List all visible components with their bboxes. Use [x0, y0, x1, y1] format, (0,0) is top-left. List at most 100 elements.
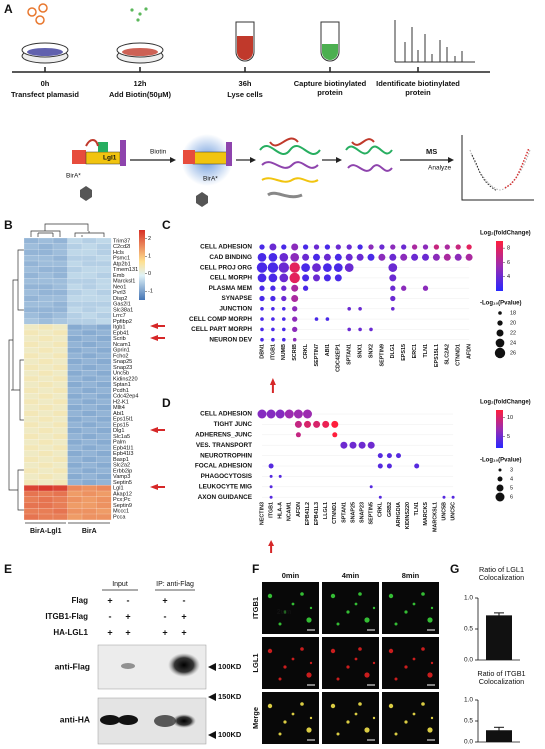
heatmap-cell — [52, 341, 68, 348]
dot — [451, 495, 455, 499]
heatmap-cell — [52, 508, 68, 515]
heatmap-cell — [81, 398, 97, 406]
spot — [354, 712, 358, 716]
dot — [465, 253, 473, 261]
dot — [268, 252, 278, 262]
heatmap-cell — [38, 427, 54, 434]
spot — [283, 665, 287, 669]
heatmap-cell — [81, 462, 97, 469]
sign: - — [127, 595, 130, 605]
legend-tick-label: 10 — [507, 415, 513, 421]
row-label: Fcho2 — [113, 353, 129, 359]
heatmap-cell — [52, 393, 68, 400]
spot — [354, 657, 358, 661]
spot — [291, 602, 295, 606]
heatmap-cell — [38, 352, 54, 360]
spot — [278, 677, 282, 681]
heatmap-cell — [52, 364, 68, 371]
heatmap-cell — [38, 335, 54, 342]
heatmap-cell — [38, 485, 54, 492]
heatmap-cell — [52, 513, 68, 521]
heatmap-cell — [81, 364, 97, 371]
row-label: Snap25 — [113, 359, 132, 365]
heatmap-cell — [67, 295, 83, 302]
gene-label: CDC42EP1 — [336, 344, 342, 372]
heatmap-cell — [96, 404, 112, 411]
dot — [284, 409, 294, 419]
heatmap-cell — [96, 416, 112, 423]
dot — [279, 273, 289, 283]
dot — [313, 420, 321, 428]
dot — [390, 285, 396, 291]
dot — [377, 453, 383, 459]
dot — [295, 432, 301, 438]
dot — [314, 317, 319, 321]
gene-label: SEPTIN9 — [379, 344, 385, 366]
heatmap-cell — [81, 375, 97, 383]
gene-label: ARHGDIA — [396, 502, 402, 527]
term-label: CELL MORPH — [210, 275, 253, 282]
legend-size-dot — [497, 320, 503, 326]
dot — [401, 244, 407, 250]
heatmap-cell — [96, 456, 112, 463]
heatmap-cell — [38, 237, 54, 245]
heatmap-cell — [38, 462, 54, 469]
heatmap-cell — [23, 508, 39, 515]
heatmap-cell — [67, 249, 83, 256]
spot — [430, 716, 434, 720]
heatmap-cell — [67, 416, 83, 423]
heatmap-cell — [81, 255, 97, 262]
y-tick-label: 1.0 — [464, 595, 473, 602]
heatmap-cell — [52, 404, 68, 411]
heatmap-cell — [67, 341, 83, 348]
micrograph — [262, 637, 319, 689]
heatmap-cell — [52, 243, 68, 250]
dot — [335, 244, 341, 250]
legend-title: -Log₁₀(Pvalue) — [480, 301, 522, 307]
heatmap-cell — [38, 243, 54, 250]
time-label: 0h — [41, 79, 50, 88]
heatmap-cell — [23, 456, 39, 463]
term-label: AXON GUIDANCE — [198, 494, 253, 501]
dot — [323, 253, 331, 261]
heatmap-cell — [96, 370, 112, 377]
dot — [378, 253, 386, 261]
heatmap-cell — [96, 485, 112, 492]
heatmap-cell — [23, 266, 39, 273]
heatmap-cell — [38, 387, 54, 394]
dot — [257, 252, 267, 262]
row-label: Eps15l1 — [113, 417, 133, 423]
condition-label: HA-LGL1 — [53, 628, 88, 637]
heatmap-cell — [81, 444, 97, 452]
heatmap-cell — [52, 329, 68, 337]
heatmap-cell — [81, 421, 97, 429]
heatmap-cell — [67, 370, 83, 377]
dot — [302, 244, 309, 250]
heatmap-cell — [52, 485, 68, 492]
dot — [345, 253, 353, 261]
dot — [302, 285, 309, 291]
heatmap-cell — [67, 513, 83, 521]
heatmap-cell — [23, 324, 39, 331]
dot — [414, 463, 420, 469]
gene-label: SNX2 — [368, 344, 374, 358]
spot — [394, 732, 398, 736]
heatmap-cell — [96, 255, 112, 262]
term-label: CELL ADHESION — [200, 411, 252, 418]
heatmap-cell — [96, 266, 112, 273]
gene-label: SPTAN1 — [347, 344, 353, 365]
dot — [271, 327, 275, 332]
heatmap-cell — [81, 473, 97, 480]
spot — [372, 606, 376, 610]
sign: - — [164, 611, 167, 621]
highlight-arrows — [150, 323, 276, 553]
micrograph — [322, 582, 379, 634]
heatmap-cell — [52, 255, 68, 262]
heatmap-cell — [81, 249, 97, 256]
schematic-label: Analyze — [428, 165, 452, 172]
dot — [455, 244, 461, 250]
heatmap-cell — [38, 266, 54, 273]
dot — [281, 285, 287, 291]
spot — [404, 720, 408, 724]
